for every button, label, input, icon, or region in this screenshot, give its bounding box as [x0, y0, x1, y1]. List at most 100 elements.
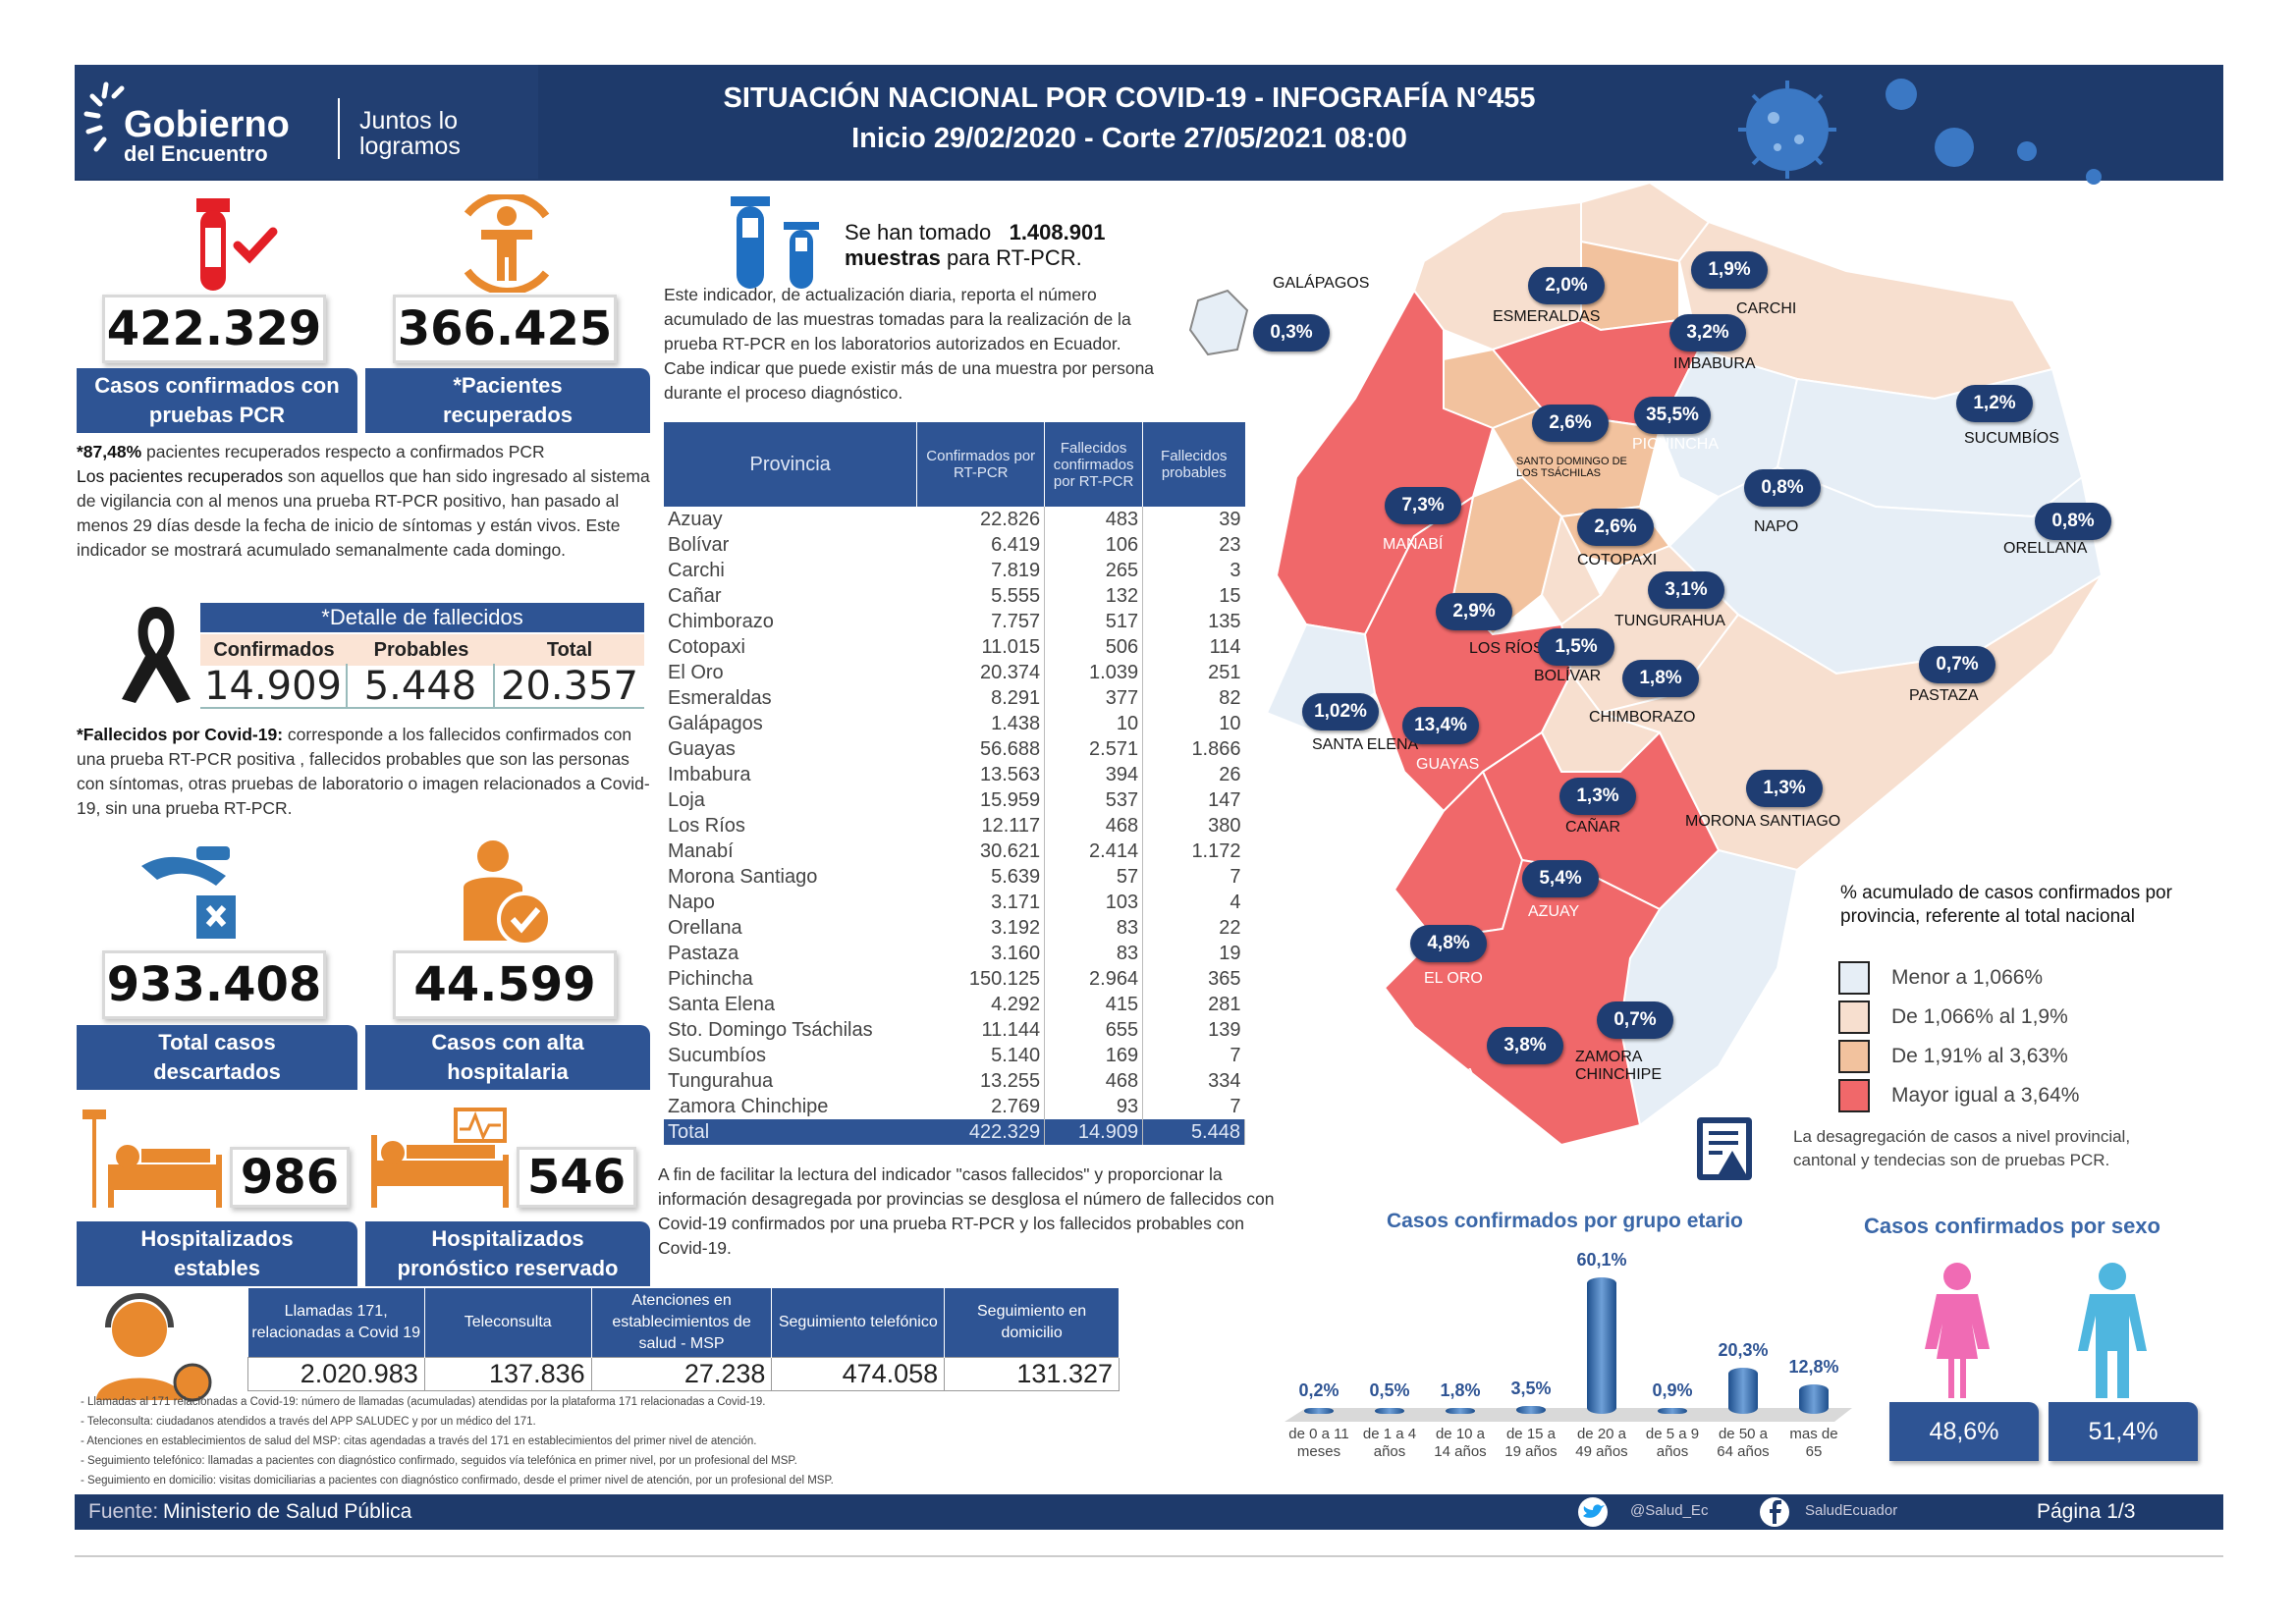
table-cell: 655: [1045, 1017, 1143, 1043]
samples-prefix: Se han tomado: [845, 220, 991, 244]
person-check-icon: [460, 839, 558, 948]
age-bar: [1375, 1408, 1404, 1414]
samples-line1: Se han tomado 1.408.901: [845, 220, 1105, 245]
recovered-person-icon: [448, 194, 566, 293]
calls-header: Teleconsulta: [424, 1288, 591, 1357]
sunburst-icon: [82, 75, 128, 169]
recovered-pct: *87,48%: [77, 442, 141, 461]
legend-swatch: [1838, 1001, 1870, 1034]
province-name-cell: Pichincha: [664, 966, 917, 992]
age-bar: [1304, 1408, 1334, 1414]
table-cell: 11.144: [917, 1017, 1045, 1043]
discharged-count: 44.599: [393, 950, 617, 1019]
table-cell: 3.171: [917, 890, 1045, 915]
recovered-lead: Los pacientes recuperados: [77, 466, 283, 486]
province-name-cell: Imbabura: [664, 762, 917, 787]
province-name-cell: Loja: [664, 787, 917, 813]
province-name-cell: Sucumbíos: [664, 1043, 917, 1068]
calls-value-row: 2.020.983 137.836 27.238 474.058 131.327: [248, 1357, 1120, 1390]
legend-swatch: [1838, 1040, 1870, 1073]
province-name-cell: Morona Santiago: [664, 864, 917, 890]
clipboard-icon: [1693, 1109, 1760, 1182]
age-chart: 0,2% de 0 a 11 meses 0,5% de 1 a 4 años 1,8%…: [1277, 1247, 1866, 1502]
male-icon: [2076, 1263, 2149, 1398]
table-cell: 3.192: [917, 915, 1045, 941]
table-total-row: Total 422.329 14.909 5.448: [664, 1119, 1245, 1145]
galapagos-shape: [1190, 291, 1247, 354]
province-table: Provincia Confirmados por RT-PCR Falleci…: [664, 422, 1245, 1145]
total-cell: 422.329: [917, 1119, 1045, 1145]
twitter-handle[interactable]: @Salud_Ec: [1630, 1502, 1708, 1519]
province-name-cell: Galápagos: [664, 711, 917, 736]
province-name-cell: Carchi: [664, 558, 917, 583]
table-cell: 13.255: [917, 1068, 1045, 1094]
table-cell: 22.826: [917, 507, 1045, 532]
twitter-icon[interactable]: [1575, 1496, 1611, 1528]
province-name-cell: Azuay: [664, 507, 917, 532]
table-cell: 20.374: [917, 660, 1045, 685]
female-icon: [1921, 1263, 1994, 1398]
recovered-pct-text: pacientes recuperados respecto a confirm…: [141, 442, 545, 461]
table-row: Sucumbíos 5.140 169 7: [664, 1043, 1245, 1068]
call-center-table: Llamadas 171, relacionadas a Covid 19 Tel…: [247, 1288, 1120, 1391]
legend-item: Menor a 1,066%: [1838, 958, 2192, 998]
table-cell: 506: [1045, 634, 1143, 660]
table-row: Tungurahua 13.255 468 334: [664, 1068, 1245, 1094]
legend-label: De 1,91% al 3,63%: [1891, 1045, 2068, 1068]
bottom-divider: [75, 1555, 2223, 1557]
province-name-cell: Guayas: [664, 736, 917, 762]
test-tube-icon: [187, 198, 285, 297]
table-cell: 415: [1045, 992, 1143, 1017]
province-name-cell: Tungurahua: [664, 1068, 917, 1094]
table-cell: 265: [1045, 558, 1143, 583]
page-title: SITUACIÓN NACIONAL POR COVID-19 - INFOGR…: [638, 79, 1620, 159]
table-row: Pichincha 150.125 2.964 365: [664, 966, 1245, 992]
deaths-header: Probables: [348, 634, 495, 666]
table-row: El Oro 20.374 1.039 251: [664, 660, 1245, 685]
table-cell: 11.015: [917, 634, 1045, 660]
facebook-icon[interactable]: [1758, 1496, 1791, 1528]
table-row: Galápagos 1.438 10 10: [664, 711, 1245, 736]
province-name-cell: Zamora Chinchipe: [664, 1094, 917, 1119]
recovered-note: *87,48% pacientes recuperados respecto a…: [77, 440, 654, 563]
table-row: Bolívar 6.419 106 23: [664, 532, 1245, 558]
deaths-title: *Detalle de fallecidos: [200, 603, 644, 632]
facebook-handle[interactable]: SaludEcuador: [1805, 1502, 1897, 1519]
age-bar-value: 0,9%: [1638, 1380, 1707, 1401]
age-bar: [1658, 1408, 1687, 1414]
table-row: Zamora Chinchipe 2.769 93 7: [664, 1094, 1245, 1119]
calls-value: 27.238: [591, 1357, 772, 1390]
table-cell: 169: [1045, 1043, 1143, 1068]
table-header: Fallecidos confirmados por RT-PCR: [1045, 422, 1143, 507]
deaths-header: Confirmados: [200, 634, 348, 666]
age-bar-value: 12,8%: [1779, 1357, 1848, 1378]
table-row: Morona Santiago 5.639 57 7: [664, 864, 1245, 890]
table-cell: 3.160: [917, 941, 1045, 966]
table-cell: 5.555: [917, 583, 1045, 609]
age-category: de 50 a 64 años: [1709, 1426, 1777, 1461]
deaths-note: *Fallecidos por Covid-19: corresponde a …: [77, 723, 656, 821]
province-name-cell: Bolívar: [664, 532, 917, 558]
table-cell: 2.769: [917, 1094, 1045, 1119]
legend-swatch: [1838, 961, 1870, 995]
table-cell: 2.964: [1045, 966, 1143, 992]
confirmed-count: 422.329: [102, 295, 326, 363]
table-row: Sto. Domingo Tsáchilas 11.144 655 139: [664, 1017, 1245, 1043]
province-name-cell: Napo: [664, 890, 917, 915]
table-cell: 537: [1045, 787, 1143, 813]
table-cell: 8.291: [917, 685, 1045, 711]
deaths-values: 14.909 5.448 20.357: [200, 664, 644, 709]
samples-rest: para RT-PCR.: [947, 245, 1082, 270]
title-line: SITUACIÓN NACIONAL POR COVID-19 - INFOGR…: [638, 79, 1620, 119]
table-row: Loja 15.959 537 147: [664, 787, 1245, 813]
table-cell: 93: [1045, 1094, 1143, 1119]
table-cell: 56.688: [917, 736, 1045, 762]
table-row: Napo 3.171 103 4: [664, 890, 1245, 915]
province-name-cell: Cotopaxi: [664, 634, 917, 660]
table-header: Provincia: [664, 422, 917, 507]
table-row: Los Ríos 12.117 468 380: [664, 813, 1245, 839]
table-cell: 30.621: [917, 839, 1045, 864]
reserved-hospitalized-label: Hospitalizados pronóstico reservado: [365, 1221, 650, 1286]
table-cell: 394: [1045, 762, 1143, 787]
santa-elena-shape: [1267, 624, 1375, 732]
